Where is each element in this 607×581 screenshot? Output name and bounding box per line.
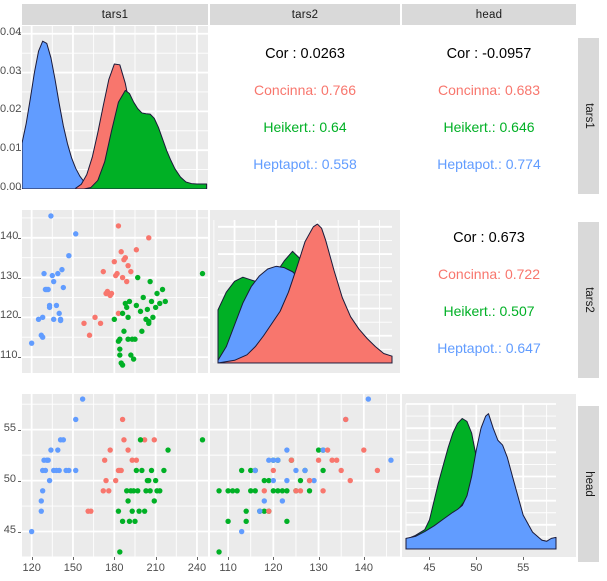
corr-overall-tars1-head: Cor : -0.0957: [446, 46, 532, 62]
y-tars1-density-tickmark: [18, 111, 21, 113]
x-tars1-tick: 150: [63, 562, 83, 574]
corr-concinna-tars1-tars2: Concinna: 0.766: [254, 82, 356, 98]
panel-tars1-density: [22, 26, 208, 189]
x-tars2-tick: 110: [219, 562, 237, 574]
y-tars2-tickmark: [18, 357, 21, 359]
y-tars1-density-tickmark: [18, 189, 21, 190]
panel-correlation-tars2-head: Cor : 0.673 Concinna: 0.722 Heikert.: 0.…: [402, 210, 576, 373]
x-head-tick: 50: [470, 562, 483, 574]
strip-top-tars1-label: tars1: [101, 8, 129, 21]
strip-top-tars1: tars1: [22, 4, 208, 25]
corr-heikert-tars1-tars2: Heikert.: 0.64: [263, 119, 347, 135]
strip-top-tars2-label: tars2: [291, 8, 319, 21]
corr-overall-tars1-tars2: Cor : 0.0263: [265, 46, 345, 62]
x-head-tick: 45: [423, 562, 436, 574]
x-tars1-tick: 180: [105, 562, 124, 574]
x-tars1-tickmark: [31, 557, 33, 560]
x-tars2-tickmark: [363, 557, 365, 560]
corr-heptapot-tars1-tars2: Heptapot.: 0.558: [253, 156, 357, 172]
strip-right-tars1: tars1: [578, 38, 599, 194]
x-tars2-tick: 120: [264, 562, 283, 574]
y-tars1-density-tickmark: [18, 72, 21, 74]
y-head-tick: 45: [3, 523, 16, 536]
x-head-tickmark: [429, 557, 431, 560]
strip-top-head-label: head: [475, 8, 503, 21]
corr-overall-tars2-head: Cor : 0.673: [453, 230, 525, 246]
x-tars2-tickmark: [228, 557, 230, 560]
strip-top-head: head: [402, 4, 576, 25]
y-head-tick: 50: [3, 472, 16, 485]
x-tars1-tickmark: [196, 557, 198, 560]
x-head-tickmark: [523, 557, 525, 560]
panel-scatter-tars1-head: [22, 394, 208, 557]
x-tars1-tick: 240: [187, 562, 207, 574]
corr-concinna-tars2-head: Concinna: 0.722: [438, 266, 540, 282]
y-tars1-density-tick: 0.02: [0, 103, 22, 116]
y-tars2-tick: 110: [0, 349, 18, 362]
y-tars1-density-tick: 0.00: [0, 181, 22, 193]
x-tars2-tick: 130: [309, 562, 328, 574]
y-tars1-density-tickmark: [18, 150, 21, 152]
x-tars1-tickmark: [114, 557, 116, 560]
panel-tars2-density: [210, 210, 400, 373]
corr-heikert-tars1-head: Heikert.: 0.646: [443, 119, 535, 135]
y-head-tickmark: [18, 480, 21, 482]
strip-right-head: head: [578, 406, 599, 562]
strip-right-tars2: tars2: [578, 222, 599, 378]
y-tars1-density-tick: 0.01: [0, 142, 22, 155]
y-tars2-tickmark: [18, 237, 21, 239]
corr-heptapot-tars1-head: Heptapot.: 0.774: [437, 156, 541, 172]
x-head-tick: 55: [517, 562, 530, 574]
x-tars2-tickmark: [273, 557, 275, 560]
y-tars2-tick: 130: [0, 269, 19, 282]
y-head-tick: 55: [3, 421, 16, 434]
y-tars1-density-tickmark: [18, 33, 21, 35]
x-tars2-tickmark: [318, 557, 320, 560]
x-tars1-tickmark: [72, 557, 74, 560]
y-tars2-tick: 120: [0, 309, 19, 322]
y-tars2-tickmark: [18, 277, 21, 279]
y-head-tickmark: [18, 531, 21, 533]
corr-heikert-tars2-head: Heikert.: 0.507: [443, 303, 535, 319]
panel-head-density: [402, 394, 576, 557]
panel-scatter-tars2-head: [210, 394, 400, 557]
x-tars1-tickmark: [155, 557, 157, 560]
panel-correlation-tars1-tars2: Cor : 0.0263 Concinna: 0.766 Heikert.: 0…: [210, 26, 400, 189]
x-tars2-tick: 140: [354, 562, 373, 574]
x-tars1-tick: 210: [146, 562, 165, 574]
panel-correlation-tars1-head: Cor : -0.0957 Concinna: 0.683 Heikert.: …: [402, 26, 576, 189]
strip-right-tars2-label: tars2: [582, 287, 595, 313]
corr-concinna-tars1-head: Concinna: 0.683: [438, 82, 540, 98]
panel-scatter-tars1-tars2: [22, 210, 208, 373]
corr-heptapot-tars2-head: Heptapot.: 0.647: [437, 340, 541, 356]
y-head-tickmark: [18, 429, 21, 431]
strip-top-tars2: tars2: [210, 4, 400, 25]
x-tars1-tick: 120: [22, 562, 41, 574]
y-tars2-tick: 140: [0, 229, 19, 242]
y-tars1-density-tick: 0.03: [0, 64, 22, 77]
strip-right-tars1-label: tars1: [582, 103, 595, 129]
y-tars2-tickmark: [18, 317, 21, 319]
y-tars1-density-tick: 0.04: [0, 25, 22, 38]
strip-right-head-label: head: [582, 471, 595, 497]
x-head-tickmark: [476, 557, 478, 560]
